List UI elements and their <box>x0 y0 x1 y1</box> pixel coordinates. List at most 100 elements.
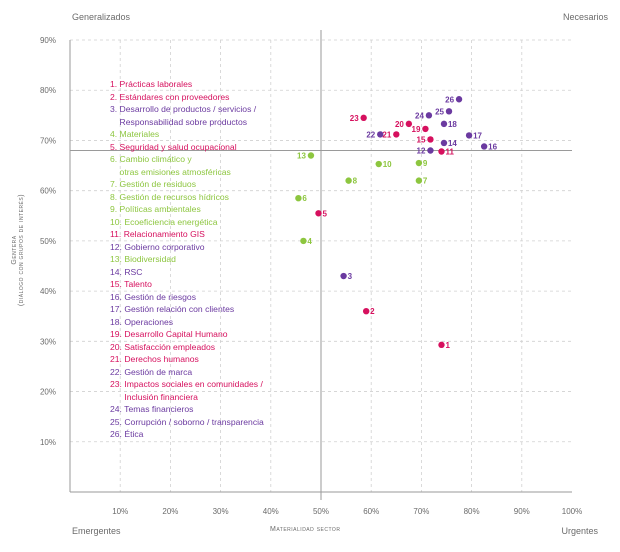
legend-item: 12. Gobierno corporativo <box>110 241 205 252</box>
data-point-5 <box>315 210 322 217</box>
legend-item: Responsabilidad sobre productos <box>110 116 248 127</box>
legend-item: 4. Materiales <box>110 129 160 139</box>
data-point-label-11: 11 <box>445 147 454 156</box>
data-point-4 <box>300 237 307 245</box>
y-axis-label-line1: Gentera <box>11 235 18 265</box>
legend-item: Inclusión financiera <box>110 391 198 402</box>
data-point-label-18: 18 <box>448 120 457 129</box>
x-tick-label: 100% <box>562 507 582 516</box>
x-tick-label: 60% <box>363 507 379 516</box>
data-point-label-16: 16 <box>488 142 497 151</box>
data-point-1 <box>438 341 445 349</box>
data-point-label-22: 22 <box>366 130 375 139</box>
data-point-label-25: 25 <box>435 107 444 116</box>
data-point-label-3: 3 <box>348 272 353 281</box>
legend-item: 2. Estándares con proveedores <box>110 91 230 102</box>
y-tick-label: 70% <box>40 136 56 145</box>
x-tick-label: 70% <box>413 507 429 516</box>
data-point-label-4: 4 <box>307 237 312 246</box>
y-tick-label: 30% <box>40 337 56 346</box>
data-point-label-19: 19 <box>412 125 421 134</box>
legend-item: 5. Seguridad y salud ocupacional <box>110 141 237 152</box>
data-point-20 <box>405 120 413 128</box>
legend-item: 15. Talento <box>110 279 152 289</box>
data-point-21 <box>393 131 400 138</box>
data-point-11 <box>438 148 445 155</box>
data-point-8 <box>345 177 352 184</box>
data-point-12 <box>427 147 434 154</box>
legend-item: 17. Gestión relación con clientes <box>110 304 235 314</box>
legend-item: 6. Cambio climático y <box>110 154 192 164</box>
y-tick-label: 40% <box>40 287 56 296</box>
data-point-19 <box>422 125 429 133</box>
x-tick-label: 40% <box>263 507 279 516</box>
data-point-17 <box>465 132 473 139</box>
data-point-label-20: 20 <box>395 120 404 129</box>
legend-item: 19. Desarrollo Capital Humano <box>110 329 228 339</box>
legend-item: 25. Corrupción / soborno / transparencia <box>110 416 264 427</box>
legend-item: 24. Temas financieros <box>110 404 194 414</box>
data-point-label-23: 23 <box>350 114 359 123</box>
legend-item: 16. Gestión de riesgos <box>110 291 196 302</box>
corner-label-top-left: Generalizados <box>72 12 131 22</box>
data-point-label-13: 13 <box>297 152 306 161</box>
data-point-label-24: 24 <box>415 111 424 120</box>
x-tick-label: 30% <box>213 507 229 516</box>
x-tick-label: 10% <box>112 507 128 516</box>
data-point-15 <box>427 136 434 143</box>
legend-item: 3. Desarrollo de productos / servicios / <box>110 104 257 114</box>
data-point-6 <box>295 195 302 202</box>
y-tick-label: 60% <box>40 187 56 196</box>
legend-item: 23. Impactos sociales en comunidades / <box>110 379 263 389</box>
y-axis-label: Gentera (diálogo con grupos de interés) <box>11 194 25 306</box>
data-point-7 <box>415 177 423 184</box>
y-tick-label: 80% <box>40 86 56 95</box>
data-point-26 <box>455 96 463 103</box>
data-point-label-15: 15 <box>417 135 426 144</box>
y-tick-label: 10% <box>40 438 56 447</box>
legend-item: 20. Satisfacción empleados <box>110 341 216 352</box>
data-point-10 <box>375 160 382 168</box>
data-point-24 <box>425 112 433 119</box>
x-tick-label: 80% <box>464 507 480 516</box>
data-point-label-7: 7 <box>423 177 428 186</box>
corner-label-bottom-right: Urgentes <box>561 526 598 536</box>
legend-item: 22. Gestión de marca <box>110 366 193 377</box>
legend-item: otras emisiones atmosféricas <box>110 166 231 177</box>
legend-item: 10. Ecoeficiencia energética <box>110 216 218 227</box>
data-point-13 <box>307 152 315 159</box>
data-point-label-21: 21 <box>382 130 391 139</box>
data-point-2 <box>362 308 370 315</box>
corner-label-top-right: Necesarios <box>562 12 608 22</box>
data-point-23 <box>360 114 367 122</box>
legend-item: 13. Biodiversidad <box>110 254 176 264</box>
data-point-label-12: 12 <box>417 146 426 155</box>
data-point-label-2: 2 <box>370 307 375 316</box>
data-point-label-9: 9 <box>423 159 428 168</box>
data-point-label-5: 5 <box>322 209 327 218</box>
data-point-18 <box>440 120 448 128</box>
legend-item: 26. Ética <box>110 429 144 439</box>
legend-item: 7. Gestión de residuos <box>110 179 196 189</box>
x-tick-label: 50% <box>313 507 329 516</box>
data-point-9 <box>415 159 423 167</box>
y-tick-label: 90% <box>40 36 56 45</box>
x-tick-label: 20% <box>162 507 178 516</box>
data-point-14 <box>440 139 448 147</box>
legend-item: 21. Derechos humanos <box>110 354 199 364</box>
y-tick-label: 20% <box>40 388 56 397</box>
data-point-label-17: 17 <box>473 131 482 140</box>
legend-item: 18. Operaciones <box>110 316 174 327</box>
data-point-label-1: 1 <box>445 341 450 350</box>
data-point-label-10: 10 <box>383 160 392 169</box>
legend-item: 14. RSC <box>110 266 143 277</box>
legend-item: 8. Gestión de recursos hídricos <box>110 191 229 202</box>
data-point-label-26: 26 <box>445 95 454 104</box>
legend: 1. Prácticas laborales 2. Estándares con … <box>110 78 264 441</box>
legend-item: 11. Relacionamiento GIS <box>110 229 205 239</box>
data-point-label-6: 6 <box>302 194 307 203</box>
data-point-16 <box>480 143 488 150</box>
legend-item: 1. Prácticas laborales <box>110 79 193 89</box>
corner-label-bottom-left: Emergentes <box>72 526 121 536</box>
